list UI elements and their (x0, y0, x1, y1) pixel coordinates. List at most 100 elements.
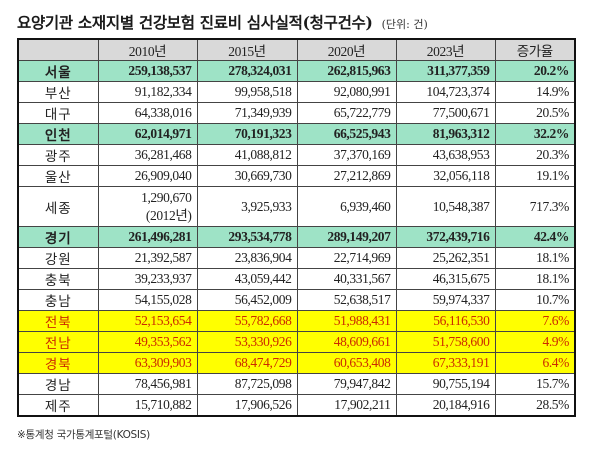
table-row: 경남 78,456,981 87,725,098 79,947,842 90,755,1… (17, 373, 576, 395)
value-2015-cell: 87,725,098 (196, 373, 298, 395)
value-2015-cell: 293,534,778 (196, 226, 298, 248)
table-row: 대구 64,338,016 71,349,939 65,722,779 77,500,6… (17, 102, 576, 124)
table-row: 광주 36,281,468 41,088,812 37,370,169 43,638,9… (17, 144, 576, 166)
value-2023-cell: 67,333,191 (395, 352, 496, 374)
header-2020: 2020년 (296, 38, 397, 61)
value-2020-cell: 17,902,211 (296, 394, 397, 417)
growth-rate-cell: 28.5% (494, 394, 576, 417)
value-2023-cell: 43,638,953 (395, 144, 496, 166)
value-2010-cell: 15,710,882 (97, 394, 198, 417)
value-2023-cell: 20,184,916 (395, 394, 496, 417)
table-row: 울산 26,909,040 30,669,730 27,212,869 32,056,1… (17, 165, 576, 187)
header-row: 2010년 2015년 2020년 2023년 증가율 (17, 38, 576, 61)
growth-rate-cell: 19.1% (494, 165, 576, 187)
value-2010-cell: 78,456,981 (97, 373, 198, 395)
value-2015-cell: 41,088,812 (196, 144, 298, 166)
value-2020-cell: 27,212,869 (296, 165, 397, 187)
value-2010-cell: 63,309,903 (97, 352, 198, 374)
value-2023-cell: 372,439,716 (395, 226, 496, 248)
value-2020-cell: 289,149,207 (296, 226, 397, 248)
value-2023-cell: 81,963,312 (395, 123, 496, 145)
growth-rate-cell: 32.2% (494, 123, 576, 145)
value-2015-cell: 3,925,933 (196, 186, 298, 227)
value-2023-cell: 90,755,194 (395, 373, 496, 395)
table-row: 부산 91,182,334 99,958,518 92,080,991 104,723,… (17, 81, 576, 103)
value-2020-cell: 37,370,169 (296, 144, 397, 166)
value-2010-cell: 261,496,281 (97, 226, 198, 248)
value-2023-cell: 51,758,600 (395, 331, 496, 353)
value-2023-cell: 77,500,671 (395, 102, 496, 124)
table-row: 서울 259,138,537 278,324,031 262,815,963 311,3… (17, 60, 576, 82)
value-2015-cell: 56,452,009 (196, 289, 298, 311)
value-2020-cell: 40,331,567 (296, 268, 397, 290)
value-2015-cell: 23,836,904 (196, 247, 298, 269)
value-2010-cell: 259,138,537 (97, 60, 198, 82)
growth-rate-cell: 717.3% (494, 186, 576, 227)
value-2020-cell: 92,080,991 (296, 81, 397, 103)
value-2015-cell: 53,330,926 (196, 331, 298, 353)
value-2023-cell: 311,377,359 (395, 60, 496, 82)
region-cell: 대구 (17, 102, 99, 124)
header-region (17, 38, 99, 61)
value-2015-cell: 17,906,526 (196, 394, 298, 417)
value-2020-cell: 66,525,943 (296, 123, 397, 145)
header-growth-rate: 증가율 (494, 38, 576, 61)
value-2010-cell: 64,338,016 (97, 102, 198, 124)
growth-rate-cell: 15.7% (494, 373, 576, 395)
value-2015-cell: 99,958,518 (196, 81, 298, 103)
value-2023-cell: 25,262,351 (395, 247, 496, 269)
region-cell: 세종 (17, 186, 99, 227)
region-cell: 충북 (17, 268, 99, 290)
value-2010-cell: 49,353,562 (97, 331, 198, 353)
growth-rate-cell: 42.4% (494, 226, 576, 248)
region-cell: 인천 (17, 123, 99, 145)
region-cell: 충남 (17, 289, 99, 311)
table-row: 인천 62,014,971 70,191,323 66,525,943 81,963,3… (17, 123, 576, 145)
value-2015-cell: 70,191,323 (196, 123, 298, 145)
value-2023-cell: 56,116,530 (395, 310, 496, 332)
value-2010-cell: 52,153,654 (97, 310, 198, 332)
value-2020-cell: 65,722,779 (296, 102, 397, 124)
document-title: 요양기관 소재지별 건강보험 진료비 심사실적(청구건수) (단위: 건) (17, 11, 428, 33)
region-cell: 경북 (17, 352, 99, 374)
header-2010: 2010년 (97, 38, 198, 61)
claims-table: 2010년 2015년 2020년 2023년 증가율 서울 259,138,53… (17, 38, 576, 417)
value-2020-cell: 22,714,969 (296, 247, 397, 269)
region-cell: 전북 (17, 310, 99, 332)
growth-rate-cell: 7.6% (494, 310, 576, 332)
header-2023: 2023년 (395, 38, 496, 61)
growth-rate-cell: 20.5% (494, 102, 576, 124)
value-2023-cell: 10,548,387 (395, 186, 496, 227)
region-cell: 울산 (17, 165, 99, 187)
growth-rate-cell: 14.9% (494, 81, 576, 103)
value-2010: 1,290,670 (141, 189, 192, 205)
value-2010-cell: 26,909,040 (97, 165, 198, 187)
table-row: 경북 63,309,903 68,474,729 60,653,408 67,333,1… (17, 352, 576, 374)
title-main: 요양기관 소재지별 건강보험 진료비 심사실적(청구건수) (17, 13, 373, 32)
value-2020-cell: 48,609,661 (296, 331, 397, 353)
value-2015-cell: 43,059,442 (196, 268, 298, 290)
table-row: 경기 261,496,281 293,534,778 289,149,207 372,4… (17, 226, 576, 248)
value-2015-cell: 68,474,729 (196, 352, 298, 374)
title-unit: (단위: 건) (381, 18, 428, 31)
value-2020-cell: 51,988,431 (296, 310, 397, 332)
table-row: 세종 1,290,670 (2012년) 3,925,933 6,939,460 10,5… (17, 186, 576, 227)
growth-rate-cell: 20.2% (494, 60, 576, 82)
value-2010-cell: 62,014,971 (97, 123, 198, 145)
value-2020-cell: 79,947,842 (296, 373, 397, 395)
region-cell: 서울 (17, 60, 99, 82)
value-2010-cell: 54,155,028 (97, 289, 198, 311)
value-2020-cell: 262,815,963 (296, 60, 397, 82)
value-2015-cell: 30,669,730 (196, 165, 298, 187)
value-2010-cell: 91,182,334 (97, 81, 198, 103)
value-2023-cell: 59,974,337 (395, 289, 496, 311)
table-row: 강원 21,392,587 23,836,904 22,714,969 25,262,3… (17, 247, 576, 269)
value-2023-cell: 104,723,374 (395, 81, 496, 103)
table-row: 충북 39,233,937 43,059,442 40,331,567 46,315,6… (17, 268, 576, 290)
value-2023-cell: 32,056,118 (395, 165, 496, 187)
region-cell: 제주 (17, 394, 99, 417)
table-row: 제주 15,710,882 17,906,526 17,902,211 20,184,9… (17, 394, 576, 417)
value-2010-cell: 36,281,468 (97, 144, 198, 166)
region-cell: 강원 (17, 247, 99, 269)
value-2010-cell: 39,233,937 (97, 268, 198, 290)
